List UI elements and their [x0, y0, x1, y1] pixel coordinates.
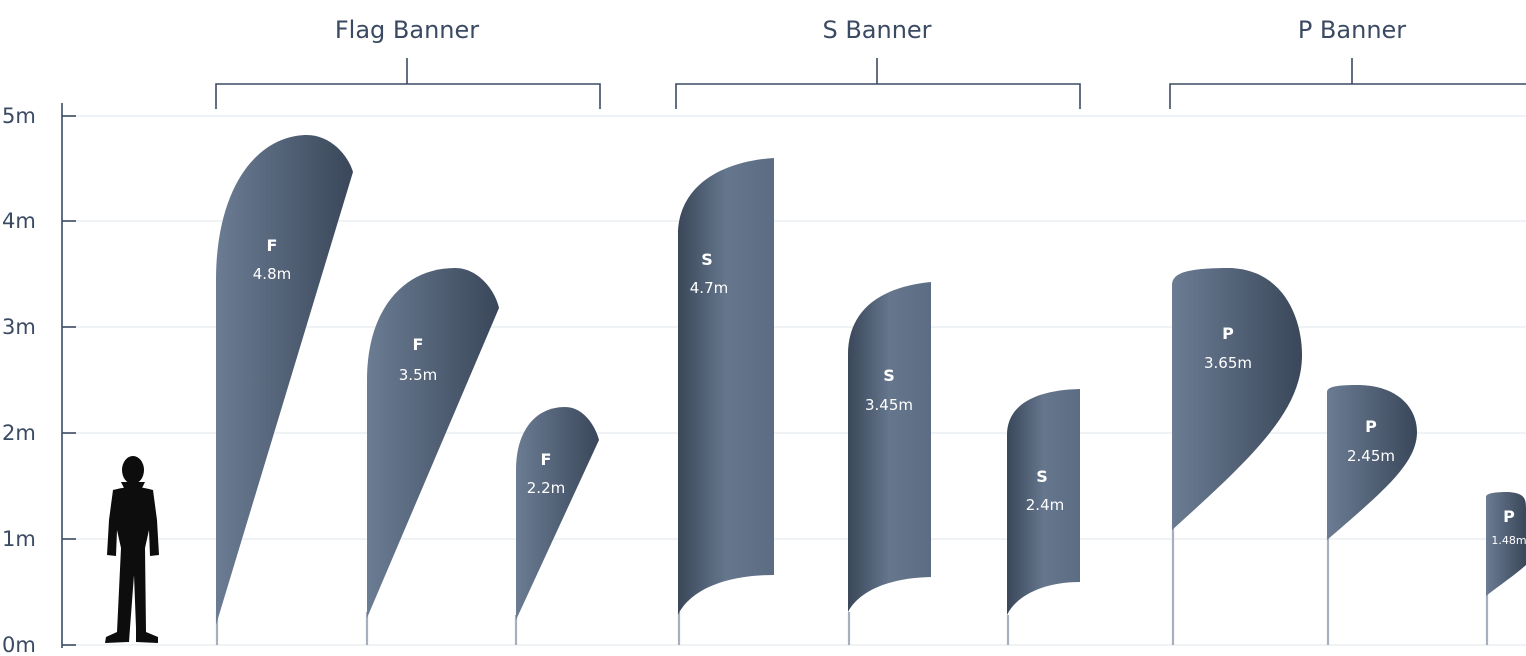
flag-height-label: 1.48m — [1491, 534, 1526, 547]
person-silhouette-icon — [105, 456, 159, 643]
group-bracket — [1169, 58, 1526, 109]
flag-banner-4-8m: F 4.8m — [216, 134, 353, 626]
flag-height-label: 3.65m — [1204, 354, 1252, 372]
group-title: P Banner — [1298, 16, 1406, 44]
p-banner-1-48m: P 1.48m — [1486, 492, 1526, 596]
axis-tick-label: 0m — [2, 633, 36, 656]
flag-height-label: 4.8m — [253, 265, 291, 283]
p-banner-2-45m: P 2.45m — [1327, 385, 1417, 540]
height-axis: 0m 1m 2m 3m 4m 5m — [2, 103, 76, 656]
flag-letter: P — [1365, 417, 1377, 436]
s-banner-2-4m: S 2.4m — [1007, 389, 1080, 615]
p-banner-3-65m: P 3.65m — [1172, 268, 1302, 530]
flag-height-label: 4.7m — [690, 279, 728, 297]
flag-height-label: 2.4m — [1026, 496, 1064, 514]
flag-banner-2-2m: F 2.2m — [516, 407, 599, 620]
group-bracket — [675, 58, 1081, 109]
flag-letter: F — [267, 236, 278, 255]
axis-tick-label: 2m — [2, 421, 36, 445]
axis-tick-label: 3m — [2, 315, 36, 339]
flag-letter: S — [701, 250, 713, 269]
flag-height-label: 2.45m — [1347, 447, 1395, 465]
group-title: Flag Banner — [335, 16, 479, 44]
axis-tick-label: 1m — [2, 527, 36, 551]
flag-letter: S — [1036, 467, 1048, 486]
group-bracket — [215, 58, 601, 109]
axis-tick-label: 5m — [2, 104, 36, 128]
flag-letter: F — [413, 335, 424, 354]
group-p-banner: P Banner — [1169, 16, 1526, 109]
flag-letter: P — [1503, 507, 1515, 526]
flag-height-label: 2.2m — [527, 479, 565, 497]
group-flag-banner: Flag Banner — [215, 16, 601, 109]
group-s-banner: S Banner — [675, 16, 1081, 109]
flag-height-label: 3.5m — [399, 366, 437, 384]
group-title: S Banner — [822, 16, 931, 44]
flag-height-label: 3.45m — [865, 396, 913, 414]
flag-banner-3-5m: F 3.5m — [367, 268, 499, 618]
s-banner-3-45m: S 3.45m — [848, 282, 931, 612]
flag-poles — [215, 525, 1489, 645]
axis-tick-label: 4m — [2, 209, 36, 233]
flag-letter: S — [883, 366, 895, 385]
flag-letter: P — [1222, 324, 1234, 343]
flag-letter: F — [541, 450, 552, 469]
s-banner-4-7m: S 4.7m — [678, 158, 774, 615]
